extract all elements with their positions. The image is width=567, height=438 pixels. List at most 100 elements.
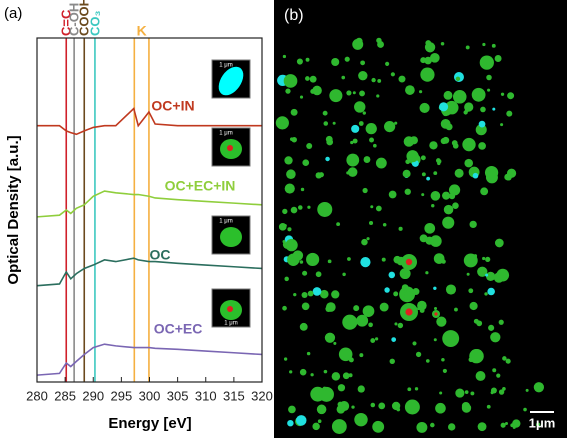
particle [359,90,365,97]
particle [394,121,398,125]
particle [405,85,415,95]
particle [494,238,504,248]
particle [384,120,396,133]
particle [464,107,470,113]
particle [404,291,413,300]
particle [434,306,438,310]
inset-particle [218,66,244,96]
particle [307,290,314,297]
particle [301,291,308,299]
particle [478,142,486,150]
particle [493,272,505,283]
particle [419,102,430,113]
particle [352,91,356,95]
x-tick-label: 290 [82,388,104,403]
particle [366,237,370,241]
particle [369,137,374,143]
particle [337,384,346,392]
particle [347,257,351,261]
inset-spot [227,306,233,312]
particle [293,293,297,297]
particle [326,302,336,312]
particle [507,92,515,100]
particle [482,256,486,261]
particle [290,206,298,214]
particle [433,286,437,291]
particle [525,388,529,392]
particle [346,90,352,96]
particle [348,373,353,378]
particle [402,169,411,178]
particle [351,124,360,133]
particle [300,187,305,192]
particle [291,136,297,143]
particle [283,244,287,248]
particle [464,158,474,168]
particle [306,351,311,356]
particle [292,250,304,261]
particle [440,41,445,46]
particle [326,138,334,146]
particle [399,268,411,280]
particle [344,56,350,62]
particle [429,52,440,63]
particle [393,255,402,264]
particle [490,332,501,343]
particle [494,55,502,62]
particle [354,412,368,427]
particle [332,121,336,125]
particle [393,291,399,297]
particle [331,419,347,434]
particle [283,74,298,88]
particle [506,110,513,117]
particle [342,272,346,277]
particle [505,358,511,364]
particle [443,204,454,215]
particle [275,116,289,130]
particle [505,174,512,181]
series-label: OC [150,247,171,263]
particle [353,305,360,312]
particle [338,347,353,362]
particle [439,391,443,395]
particle [323,121,329,126]
particle [388,271,396,279]
series-label: OC+EC [154,321,203,337]
particle [443,90,453,100]
particle [469,220,477,229]
particle [448,193,456,200]
particle [485,273,489,277]
inset-particle [220,227,242,247]
particle [283,357,288,361]
particle [322,110,328,116]
particle [288,405,296,414]
particle [375,205,382,212]
particle [431,203,435,208]
particle [357,385,365,393]
particle [362,111,366,115]
particle [451,140,458,146]
particle [452,202,459,209]
particle [394,322,398,326]
particle [310,373,314,377]
particle [500,422,506,428]
particle [375,157,387,169]
particle [523,407,527,412]
particle [342,314,358,330]
particle [448,423,456,431]
spectrum [36,190,263,218]
particle [370,205,374,209]
particle [381,257,386,262]
series-label: OC+EC+IN [165,178,236,194]
particle [440,137,447,145]
particle [477,266,488,277]
particle [376,94,380,98]
x-tick-label: 285 [54,388,76,403]
particle [491,43,496,48]
particle [282,240,286,244]
particle [454,307,458,312]
particle [358,121,364,126]
particle [442,330,460,347]
particle [480,187,489,196]
particle [419,90,423,94]
